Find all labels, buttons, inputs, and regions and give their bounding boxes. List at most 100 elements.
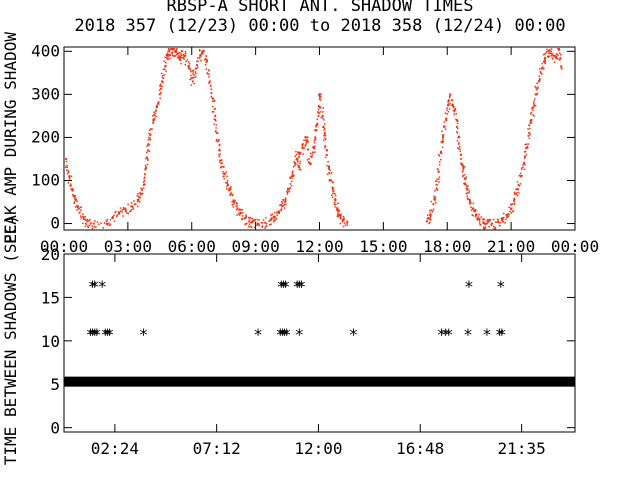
- amp-point: [547, 50, 550, 53]
- amp-point: [444, 112, 447, 114]
- amp-point: [189, 78, 191, 81]
- amp-point: [467, 185, 469, 187]
- amp-point: [551, 54, 553, 57]
- amp-point: [446, 107, 448, 109]
- amp-point: [119, 207, 122, 209]
- asterisk-point: *: [275, 325, 285, 344]
- amp-point: [218, 138, 220, 141]
- amp-point: [529, 120, 532, 123]
- amp-point: [254, 218, 256, 221]
- amp-point: [148, 132, 150, 135]
- amp-point: [485, 222, 488, 225]
- amp-point: [144, 173, 146, 176]
- amp-point: [73, 195, 75, 198]
- amp-point: [296, 158, 299, 161]
- amp-point: [214, 114, 217, 117]
- amp-point: [84, 222, 87, 225]
- amp-point: [482, 226, 485, 228]
- amp-point: [468, 203, 471, 205]
- amp-point: [169, 57, 171, 60]
- amp-point: [213, 108, 216, 111]
- amp-point: [479, 218, 481, 220]
- top-y-tick-label: 100: [31, 170, 60, 189]
- top-x-tick-label: 09:00: [232, 237, 280, 256]
- amp-point: [160, 72, 163, 75]
- amp-point: [315, 124, 318, 126]
- amp-point: [130, 205, 132, 208]
- bottom-y-tick-label: 10: [41, 332, 60, 351]
- amp-point: [229, 194, 232, 196]
- amp-point: [336, 215, 339, 217]
- amp-point: [82, 222, 84, 225]
- amp-point: [328, 180, 331, 182]
- amp-point: [125, 210, 127, 213]
- amp-point: [288, 187, 290, 190]
- amp-point: [524, 156, 526, 158]
- amp-point: [84, 219, 87, 221]
- amp-point: [298, 166, 301, 169]
- amp-point: [316, 129, 318, 131]
- amp-point: [68, 177, 71, 180]
- amp-point: [214, 118, 217, 121]
- amp-point: [208, 81, 211, 83]
- amp-point: [480, 216, 483, 218]
- amp-point: [147, 142, 150, 145]
- amp-point: [318, 98, 321, 100]
- amp-point: [537, 80, 540, 83]
- amp-point: [94, 220, 96, 222]
- amp-point: [463, 183, 466, 186]
- amp-point: [163, 74, 165, 76]
- amp-point: [168, 50, 171, 53]
- amp-point: [544, 59, 546, 61]
- amp-point: [273, 221, 275, 223]
- amp-point: [328, 165, 330, 167]
- amp-point: [226, 185, 228, 187]
- amp-point: [460, 162, 462, 164]
- amp-point: [459, 150, 462, 153]
- amp-point: [478, 220, 481, 222]
- amp-point: [484, 227, 487, 229]
- amp-point: [131, 205, 134, 208]
- top-y-tick-label: 400: [31, 41, 60, 60]
- amp-point: [310, 155, 312, 158]
- amp-point: [533, 104, 535, 107]
- amp-point: [188, 61, 190, 63]
- amp-point: [438, 163, 441, 166]
- amp-point: [467, 198, 469, 200]
- amp-point: [433, 197, 436, 199]
- amp-point: [550, 50, 552, 52]
- amp-point: [132, 208, 135, 210]
- amp-point: [542, 60, 545, 63]
- amp-point: [160, 88, 163, 90]
- amp-point: [528, 124, 531, 127]
- amp-point: [296, 164, 299, 166]
- top-x-tick-label: 21:00: [487, 237, 535, 256]
- amp-point: [430, 209, 432, 211]
- amp-point: [158, 89, 161, 92]
- amp-point: [144, 164, 147, 167]
- amp-point: [447, 103, 450, 105]
- amp-point: [182, 53, 185, 56]
- amp-point: [483, 218, 486, 221]
- amp-point: [539, 70, 542, 73]
- amp-point: [86, 220, 89, 223]
- amp-point: [304, 136, 307, 139]
- amp-point: [280, 204, 283, 206]
- amp-point: [188, 63, 191, 65]
- amp-point: [343, 222, 346, 224]
- amp-point: [519, 183, 522, 185]
- amp-point: [230, 186, 232, 188]
- amp-point: [537, 86, 539, 88]
- asterisk-point: *: [101, 325, 111, 344]
- amp-point: [142, 181, 145, 183]
- amp-point: [335, 203, 337, 206]
- amp-point: [331, 186, 334, 188]
- amp-point: [226, 188, 228, 190]
- top-y-tick-label: 200: [31, 127, 60, 146]
- amp-point: [167, 50, 169, 53]
- amp-point: [319, 106, 322, 109]
- amp-point: [136, 195, 139, 197]
- amp-point: [507, 216, 510, 218]
- amp-point: [159, 93, 161, 95]
- amp-point: [539, 72, 542, 74]
